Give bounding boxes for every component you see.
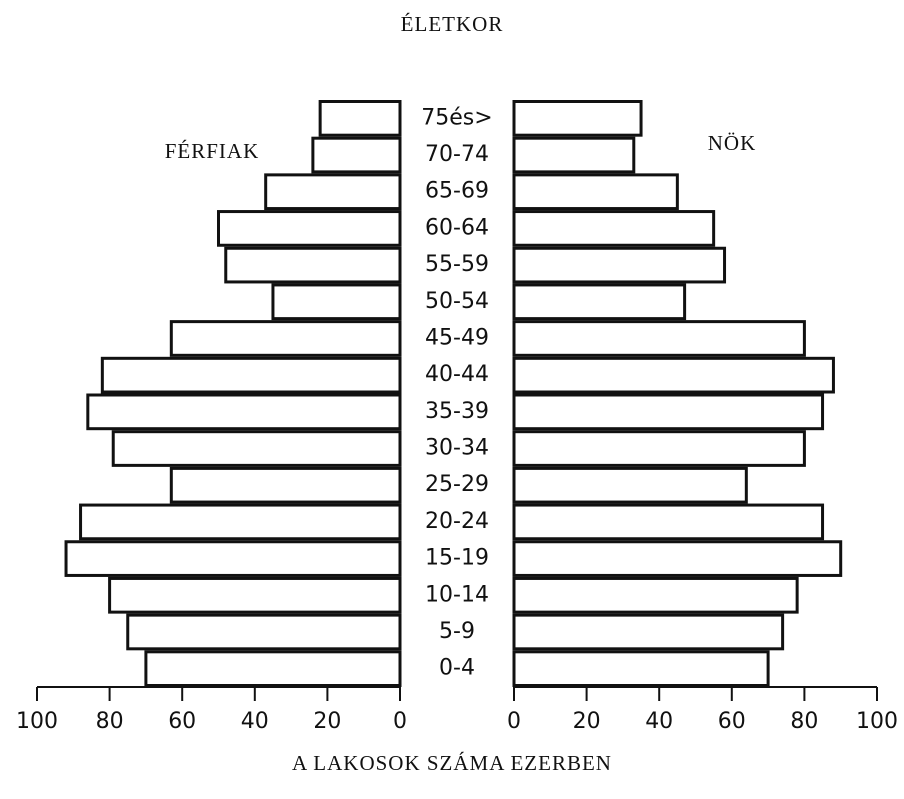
category-label: 30-34 — [425, 436, 489, 461]
bar — [512, 540, 843, 577]
category-label: 15-19 — [425, 546, 489, 571]
category-label: 35-39 — [425, 399, 489, 424]
category-label: 70-74 — [425, 142, 489, 167]
bar — [144, 650, 402, 687]
bar — [311, 136, 402, 174]
bar — [512, 430, 806, 467]
x-tick-label: 80 — [790, 709, 818, 734]
bar — [512, 210, 716, 247]
bar — [512, 246, 727, 284]
bar — [512, 356, 835, 394]
x-tick-label: 20 — [573, 709, 601, 734]
bar — [512, 466, 748, 504]
category-label: 45-49 — [425, 325, 489, 350]
x-tick-label: 20 — [313, 709, 341, 734]
bar — [512, 136, 636, 174]
category-label: 0-4 — [439, 656, 475, 681]
bar — [512, 173, 679, 211]
x-tick-label: 80 — [96, 709, 124, 734]
category-label: 5-9 — [439, 619, 475, 644]
bar — [512, 320, 806, 357]
bar — [169, 466, 402, 504]
bar — [512, 613, 785, 651]
x-tick-label: 40 — [645, 709, 673, 734]
category-label: 50-54 — [425, 289, 489, 314]
bar — [512, 393, 825, 431]
category-label: 10-14 — [425, 582, 489, 607]
category-label: 60-64 — [425, 215, 489, 240]
bar — [271, 283, 402, 321]
x-axis-label: A LAKOSOK SZÁMA EZERBEN — [292, 751, 612, 775]
bar — [100, 356, 402, 394]
x-tick-label: 100 — [16, 709, 58, 734]
bar — [512, 100, 643, 137]
x-tick-label: 0 — [393, 709, 407, 734]
bar — [64, 540, 402, 577]
category-label: 25-29 — [425, 472, 489, 497]
chart-title: ÉLETKOR — [401, 12, 504, 36]
bar — [264, 173, 402, 211]
bar — [318, 100, 402, 137]
category-label: 75és> — [421, 105, 492, 130]
bar — [111, 430, 402, 467]
bar — [224, 246, 402, 284]
bar — [217, 210, 402, 247]
x-tick-label: 40 — [241, 709, 269, 734]
bar — [512, 503, 825, 541]
bar — [512, 576, 799, 614]
x-tick-label: 60 — [718, 709, 746, 734]
bar — [169, 320, 402, 357]
category-label: 65-69 — [425, 179, 489, 204]
bar — [512, 650, 770, 687]
legend-right: NÖK — [708, 131, 757, 155]
category-label: 55-59 — [425, 252, 489, 277]
category-label: 20-24 — [425, 509, 489, 534]
bar — [108, 576, 402, 614]
bar — [512, 283, 687, 321]
bar — [126, 613, 402, 651]
x-tick-label: 0 — [507, 709, 521, 734]
x-tick-label: 60 — [168, 709, 196, 734]
bar — [86, 393, 402, 431]
bar — [79, 503, 402, 541]
category-label: 40-44 — [425, 362, 489, 387]
legend-left: FÉRFIAK — [165, 139, 260, 163]
x-tick-label: 100 — [856, 709, 898, 734]
